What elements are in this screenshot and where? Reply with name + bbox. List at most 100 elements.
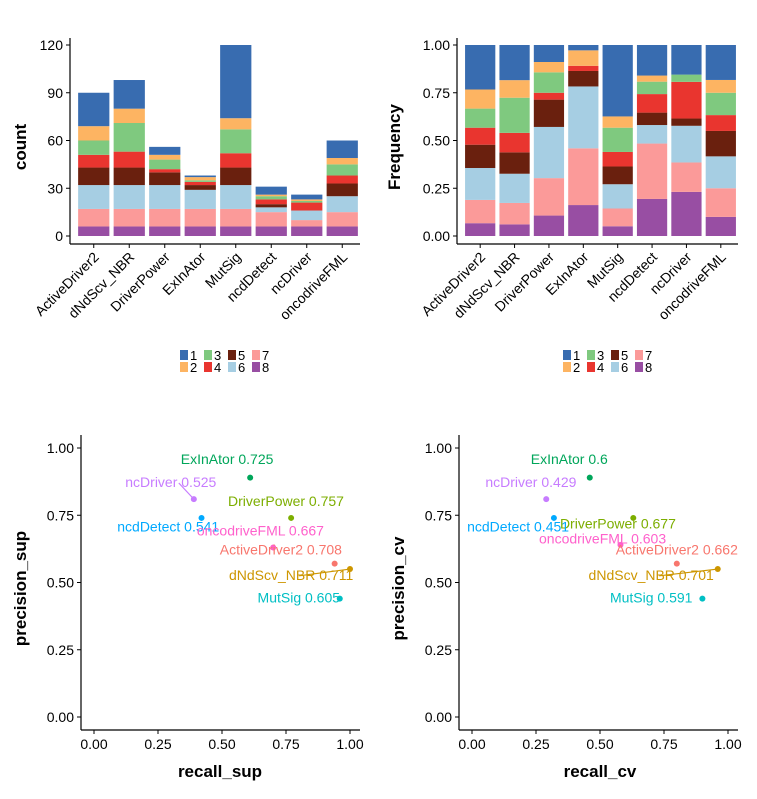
point-label: ncDriver 0.429 <box>485 474 576 490</box>
bar-segment <box>465 127 496 145</box>
data-point <box>630 514 637 521</box>
bar-segment <box>78 92 110 127</box>
legend-label: 6 <box>238 360 245 375</box>
x-tick-label: 0.75 <box>272 736 299 752</box>
data-point <box>714 566 721 573</box>
bar-segment <box>636 94 668 113</box>
y-tick-label: 0.00 <box>47 709 74 725</box>
legend-swatch <box>228 362 236 372</box>
data-point <box>288 514 295 521</box>
y-tick-label: 0.25 <box>425 642 452 658</box>
y-tick-label: 1.00 <box>423 37 450 53</box>
bar-segment <box>671 118 702 126</box>
x-tick-label: 0.50 <box>586 736 613 752</box>
bar-segment <box>291 226 323 236</box>
y-tick-label: 0.75 <box>423 85 450 101</box>
bar-segment <box>326 158 358 165</box>
bar-segment <box>291 194 323 200</box>
bar-segment <box>705 216 736 236</box>
x-tick-label: 0.50 <box>208 736 235 752</box>
bar-segment <box>184 185 216 190</box>
legend-label: 6 <box>621 360 628 375</box>
bar-segment <box>326 226 358 236</box>
bar-segment <box>113 167 145 186</box>
bar-segment <box>113 151 145 168</box>
bar-segment <box>671 45 702 75</box>
bar-segment <box>465 108 496 128</box>
bar-segment <box>184 180 216 182</box>
bar-segment <box>465 89 496 109</box>
data-point <box>270 544 277 551</box>
bar-segment <box>291 220 323 227</box>
bar-segment <box>184 189 216 209</box>
bar-segment <box>78 226 110 236</box>
y-tick-label: 0.50 <box>423 133 450 149</box>
bar-segment <box>78 140 110 155</box>
bar-segment <box>113 80 145 109</box>
bar-segment <box>78 167 110 186</box>
legend-label: 4 <box>214 360 221 375</box>
bar-segment <box>499 152 530 174</box>
bar-segment <box>113 108 145 123</box>
bar-segment <box>326 175 358 184</box>
bar-segment <box>291 200 323 203</box>
legend-label: 1 <box>190 348 197 363</box>
point-label: ncdDetect 0.541 <box>117 518 219 534</box>
legend-label: 7 <box>262 348 269 363</box>
data-point <box>699 595 706 602</box>
bar-segment <box>220 208 252 227</box>
bar-segment <box>255 212 287 227</box>
point-label: ActiveDriver2 0.662 <box>616 541 738 557</box>
data-point <box>550 514 557 521</box>
point-label: MutSig 0.591 <box>610 590 693 606</box>
legend-swatch <box>587 362 595 372</box>
bar-segment <box>220 118 252 130</box>
legend-swatch <box>180 350 188 360</box>
y-tick-label: 0.25 <box>423 180 450 196</box>
legend-swatch <box>635 350 643 360</box>
bar-segment <box>533 61 565 73</box>
data-point <box>673 560 680 567</box>
bar-segment <box>149 185 181 209</box>
data-point <box>617 541 624 548</box>
bar-segment <box>499 132 530 153</box>
bar-segment <box>499 45 530 81</box>
bar-segment <box>568 148 599 206</box>
bar-segment <box>671 191 702 236</box>
bar-segment <box>326 196 358 213</box>
data-point <box>198 514 205 521</box>
bar-segment <box>149 226 181 236</box>
point-label: oncodriveFML 0.667 <box>197 522 324 538</box>
y-tick-label: 0.50 <box>47 575 74 591</box>
bar-segment <box>705 79 736 93</box>
point-label: DriverPower 0.757 <box>228 493 344 509</box>
y-tick-label: 0.50 <box>425 575 452 591</box>
bar-segment <box>636 198 668 236</box>
point-label: dNdScv_NBR 0.711 <box>229 567 353 583</box>
legend-label: 5 <box>238 348 245 363</box>
bar-segment <box>184 208 216 227</box>
bar-segment <box>705 115 736 131</box>
label-leader-line <box>299 568 351 577</box>
legend-swatch <box>204 350 212 360</box>
legend-label: 3 <box>597 348 604 363</box>
y-tick-label: 0 <box>55 228 63 244</box>
point-label: ExInAtor 0.725 <box>181 451 274 467</box>
bar-chart-1: 0.000.250.500.751.00ActiveDriver2dNdScv_… <box>385 37 738 375</box>
bar-segment <box>499 202 530 225</box>
legend-swatch <box>611 350 619 360</box>
bar-segment <box>602 226 633 236</box>
bar-segment <box>671 74 702 82</box>
bar-segment <box>78 185 110 209</box>
bar-segment <box>465 199 496 224</box>
bar-segment <box>78 208 110 227</box>
label-leader-line <box>659 568 718 577</box>
bar-segment <box>149 172 181 186</box>
y-tick-label: 30 <box>47 180 63 196</box>
bar-segment <box>184 181 216 186</box>
point-label: ncDriver 0.525 <box>125 474 216 490</box>
point-label: ncdDetect 0.451 <box>467 518 569 534</box>
legend-swatch <box>611 362 619 372</box>
